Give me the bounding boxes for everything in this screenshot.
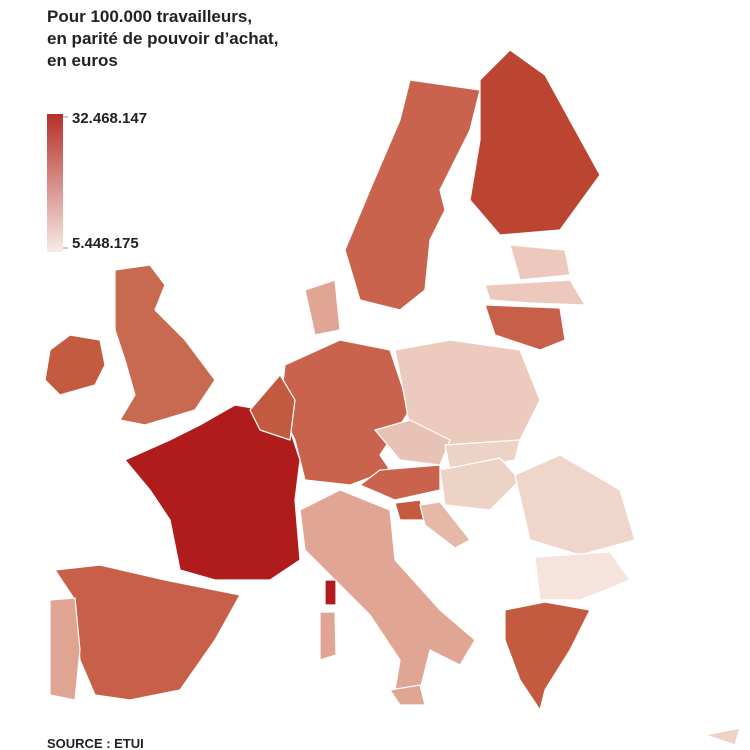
region (419, 501, 471, 549)
region (389, 684, 426, 706)
region (484, 279, 586, 306)
region (359, 464, 441, 501)
region (249, 374, 296, 441)
title-line: en euros (47, 51, 118, 70)
region (534, 551, 631, 601)
region (704, 727, 741, 746)
source: SOURCE : ETUI (47, 736, 144, 750)
region (324, 579, 337, 606)
region (319, 611, 337, 661)
region (514, 454, 636, 556)
region (394, 499, 426, 521)
title: Pour 100.000 travailleurs, en parité de p… (47, 7, 278, 70)
region (504, 601, 591, 711)
region (54, 564, 241, 701)
map (44, 49, 741, 746)
region (444, 439, 521, 471)
region (484, 304, 566, 351)
region (44, 334, 106, 396)
region (49, 597, 81, 701)
region (374, 419, 451, 466)
title-line: Pour 100.000 travailleurs, (47, 7, 252, 26)
region (304, 279, 341, 336)
region (509, 244, 571, 281)
legend-max-label: 32.468.147 (72, 110, 147, 127)
region (299, 489, 476, 691)
legend-scale (47, 114, 63, 252)
region (344, 79, 481, 311)
region (439, 457, 521, 511)
region (114, 264, 216, 426)
legend-min-label: 5.448.175 (72, 235, 139, 252)
region (469, 49, 601, 236)
region (124, 404, 301, 581)
title-line: en parité de pouvoir d’achat, (47, 29, 278, 48)
